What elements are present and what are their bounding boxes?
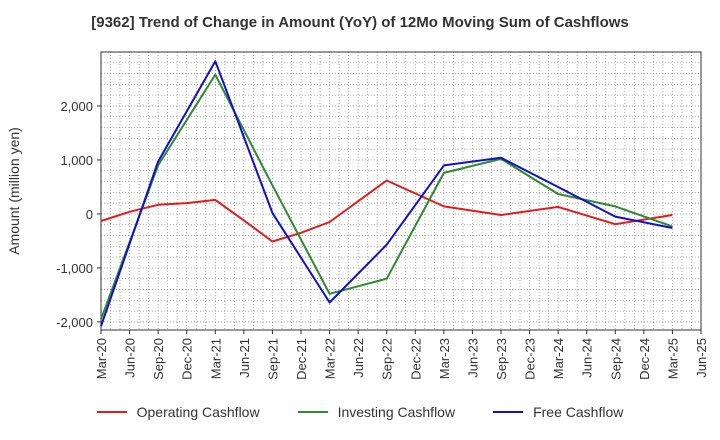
plot-area xyxy=(100,51,702,331)
grid-lines xyxy=(101,52,701,330)
legend-swatch xyxy=(297,411,328,413)
x-tick-label: Mar-25 xyxy=(665,338,680,379)
y-tick-labels: -2,000 -1,000 0 1,000 2,000 xyxy=(56,99,101,330)
legend-label: Investing Cashflow xyxy=(337,404,456,420)
x-tick-label: Jun-24 xyxy=(580,338,595,378)
x-tick-label: Mar-22 xyxy=(323,338,338,379)
x-tick-label: Dec-23 xyxy=(523,338,538,380)
legend-label: Operating Cashflow xyxy=(136,404,260,420)
y-tick-label: 1,000 xyxy=(60,153,93,168)
x-tick-label: Jun-22 xyxy=(351,338,366,378)
legend: Operating Cashflow Investing Cashflow Free… xyxy=(0,404,720,420)
x-tick-label: Dec-20 xyxy=(180,338,195,380)
y-tick-label: -1,000 xyxy=(56,261,93,276)
x-tick-label: Mar-20 xyxy=(94,338,109,379)
legend-item-investing-cashflow: Investing Cashflow xyxy=(297,404,456,420)
y-tick-label: 0 xyxy=(86,207,93,222)
x-tick-label: Jun-25 xyxy=(694,338,709,378)
x-tick-label: Jun-20 xyxy=(123,338,138,378)
legend-swatch xyxy=(493,411,524,413)
series-line-free-cashflow xyxy=(100,60,673,327)
y-tick-label: -2,000 xyxy=(56,315,93,330)
x-tick-label: Mar-21 xyxy=(208,338,223,379)
x-tick-labels: Mar-20 Jun-20 Sep-20 Dec-20 Mar-21 Jun-21 Sep-… xyxy=(94,330,709,380)
x-tick-label: Dec-24 xyxy=(637,338,652,380)
y-tick-label: 2,000 xyxy=(60,99,93,114)
x-tick-label: Sep-24 xyxy=(608,338,623,380)
x-tick-label: Mar-24 xyxy=(551,338,566,379)
x-tick-label: Sep-21 xyxy=(265,338,280,380)
chart-title: [9362] Trend of Change in Amount (YoY) o… xyxy=(91,14,629,31)
x-tick-label: Jun-21 xyxy=(237,338,252,378)
series-line-investing-cashflow xyxy=(100,73,673,320)
x-tick-label: Sep-20 xyxy=(151,338,166,380)
x-tick-label: Dec-22 xyxy=(408,338,423,380)
x-tick-label: Mar-23 xyxy=(437,338,452,379)
series-lines xyxy=(100,60,673,327)
legend-item-operating-cashflow: Operating Cashflow xyxy=(96,404,260,420)
y-axis-label: Amount (million yen) xyxy=(6,127,22,255)
x-tick-label: Sep-22 xyxy=(380,338,395,380)
legend-item-free-cashflow: Free Cashflow xyxy=(493,404,623,420)
x-tick-label: Sep-23 xyxy=(494,338,509,380)
x-tick-label: Dec-21 xyxy=(294,338,309,380)
series-line-operating-cashflow xyxy=(100,179,673,243)
legend-swatch xyxy=(96,411,127,413)
legend-label: Free Cashflow xyxy=(533,404,624,420)
x-tick-label: Jun-23 xyxy=(465,338,480,378)
